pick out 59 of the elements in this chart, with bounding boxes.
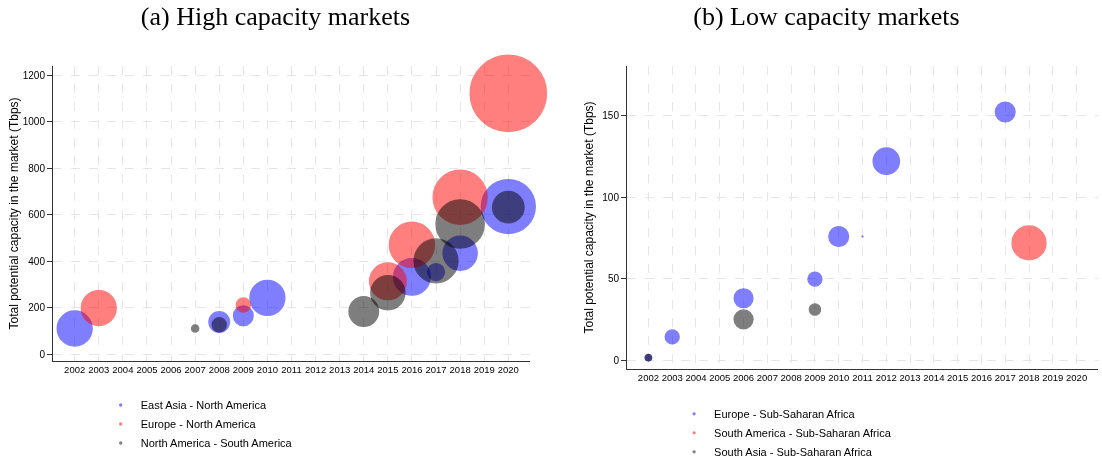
x-tick-label: 2020: [1066, 372, 1088, 384]
x-tick-label: 2017: [425, 364, 447, 376]
legend-label: South Asia - Sub-Saharan Africa: [714, 446, 873, 459]
y-tick-label: 0: [39, 348, 46, 360]
x-tick-label: 2005: [709, 372, 731, 384]
x-tick-label: 2002: [637, 372, 659, 384]
y-tick-label: 600: [28, 209, 46, 221]
x-tick-label: 2015: [947, 372, 969, 384]
x-tick-label: 2016: [970, 372, 993, 384]
x-tick-label: 2008: [780, 372, 802, 384]
x-tick-label: 2013: [329, 364, 351, 376]
x-tick-label: 2009: [232, 364, 254, 376]
chart-title: (b) Low capacity markets: [693, 2, 960, 32]
y-tick-label: 800: [28, 162, 46, 174]
y-tick-label: 1000: [22, 116, 46, 128]
x-tick-label: 2011: [281, 364, 302, 376]
y-tick-label: 100: [602, 191, 620, 203]
legend-label: South America - Sub-Saharan Africa: [714, 427, 892, 440]
x-tick-label: 2011: [852, 372, 873, 384]
y-tick-label: 0: [613, 355, 620, 367]
x-tick-label: 2014: [353, 364, 375, 376]
y-tick-label: 400: [28, 255, 46, 267]
x-tick-label: 2005: [136, 364, 158, 376]
x-tick-label: 2015: [377, 364, 399, 376]
x-tick-label: 2014: [923, 372, 945, 384]
x-tick-label: 2020: [497, 364, 519, 376]
x-tick-label: 2019: [1042, 372, 1064, 384]
x-tick-label: 2018: [449, 364, 471, 376]
y-tick-label: 50: [607, 273, 620, 285]
x-tick-label: 2017: [994, 372, 1016, 384]
y-tick-label: 200: [28, 302, 46, 314]
x-tick-label: 2009: [804, 372, 826, 384]
x-tick-label: 2003: [88, 364, 110, 376]
legend-label: North America - South America: [140, 437, 293, 450]
y-axis-title: Total potential capacity in the market (Tbps): [582, 101, 596, 334]
x-tick-label: 2007: [756, 372, 778, 384]
x-tick-label: 2006: [160, 364, 182, 376]
x-tick-label: 2002: [64, 364, 86, 376]
x-tick-label: 2004: [112, 364, 134, 376]
x-tick-label: 2016: [401, 364, 423, 376]
x-tick-label: 2012: [305, 364, 327, 376]
y-tick-label: 150: [602, 109, 620, 121]
x-tick-label: 2018: [1018, 372, 1040, 384]
x-tick-label: 2006: [732, 372, 755, 384]
y-axis-title: Total potential capacity in the market (Tbps): [6, 97, 21, 330]
chart-title: (a) High capacity markets: [140, 2, 411, 32]
x-tick-label: 2010: [256, 364, 278, 376]
y-tick-label: 1200: [22, 69, 46, 81]
legend-label: Europe - North America: [140, 418, 257, 431]
legend-label: Europe - Sub-Saharan Africa: [714, 408, 856, 421]
x-tick-label: 2008: [208, 364, 230, 376]
x-tick-label: 2013: [899, 372, 921, 384]
x-tick-label: 2010: [828, 372, 850, 384]
x-tick-label: 2007: [184, 364, 206, 376]
x-tick-label: 2004: [685, 372, 707, 384]
x-tick-label: 2012: [875, 372, 897, 384]
x-tick-label: 2003: [661, 372, 683, 384]
legend-label: East Asia - North America: [140, 399, 267, 412]
x-tick-label: 2019: [473, 364, 495, 376]
